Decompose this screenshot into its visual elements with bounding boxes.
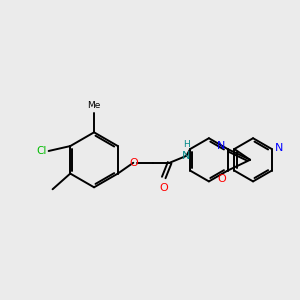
Text: N: N <box>275 142 284 152</box>
Text: O: O <box>218 174 226 184</box>
Text: O: O <box>130 158 138 168</box>
Text: Cl: Cl <box>37 146 47 156</box>
Text: Me: Me <box>87 101 101 110</box>
Text: N: N <box>217 141 225 151</box>
Text: N: N <box>182 151 190 161</box>
Text: H: H <box>183 140 190 149</box>
Text: O: O <box>159 183 168 193</box>
